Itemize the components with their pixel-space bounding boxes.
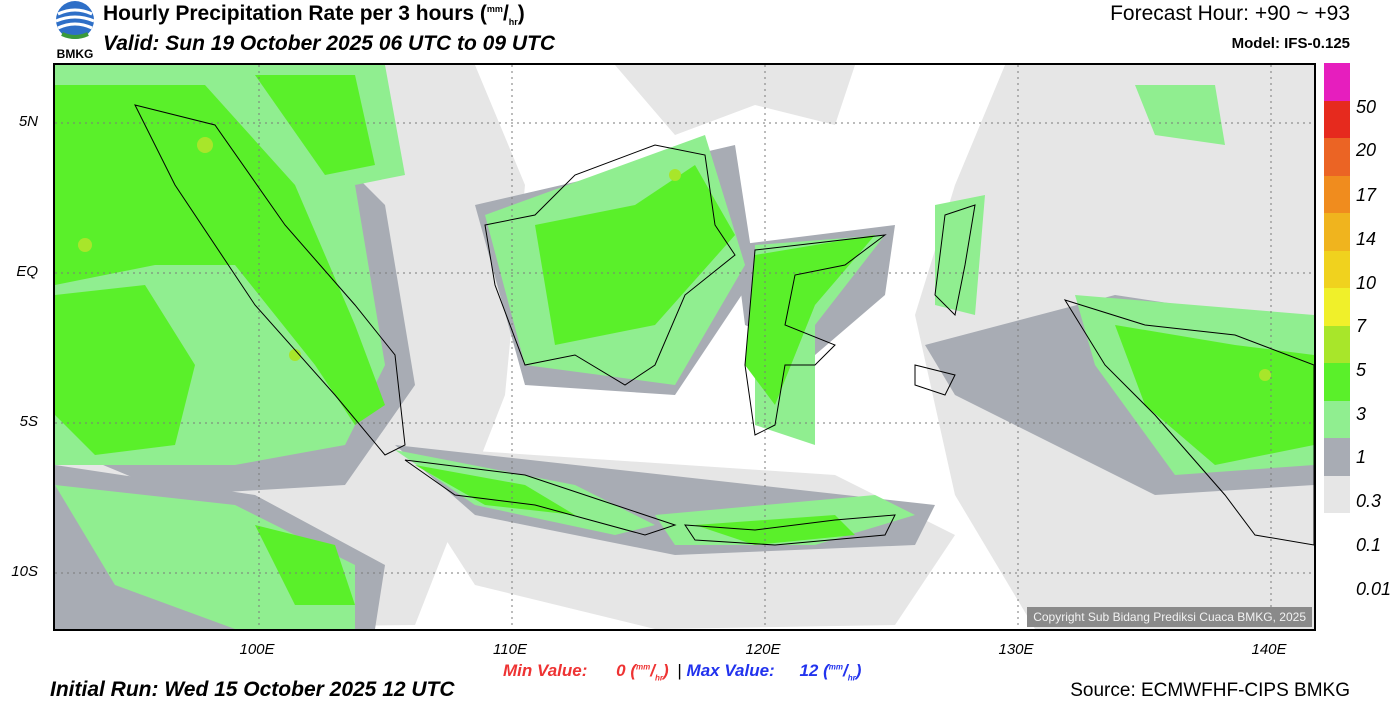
lon-label-110e: 110E [493, 641, 527, 658]
max-unit-den: hr [847, 673, 856, 683]
max-label: Max Value: [686, 661, 775, 680]
lat-label-10s: 10S [11, 563, 38, 580]
colorbar-swatch [1324, 288, 1350, 326]
colorbar-swatch [1324, 175, 1350, 213]
colorbar-label: 10 [1356, 273, 1377, 293]
title-unit-den: hr [508, 17, 518, 28]
colorbar-label: 3 [1356, 404, 1367, 424]
colorbar-label: 0.1 [1356, 535, 1382, 555]
initial-run: Initial Run: Wed 15 October 2025 12 UTC [50, 678, 455, 701]
lat-label-5n: 5N [18, 113, 38, 130]
colorbar-swatch [1324, 325, 1350, 363]
bmkg-logo: BMKG [50, 0, 100, 61]
colorbar-label: 20 [1356, 140, 1377, 160]
colorbar-swatch [1324, 100, 1350, 138]
title-text: Hourly Precipitation Rate per 3 hours [103, 2, 475, 25]
colorbar-label: 17 [1356, 185, 1377, 205]
high-precip-spots [78, 137, 1271, 381]
min-value: 0 [616, 661, 626, 680]
lat-label-eq: EQ [16, 263, 38, 280]
lon-label-120e: 120E [745, 641, 781, 658]
colorbar-label: 50 [1356, 97, 1377, 117]
min-max-values: Min Value: 0 (mm/hr) | Max Value: 12 (mm… [503, 661, 862, 683]
max-unit-num: mm [828, 662, 844, 672]
lat-label-5s: 5S [19, 413, 38, 430]
lon-label-100e: 100E [239, 641, 275, 658]
lon-label-130e: 130E [998, 641, 1034, 658]
valid-time: Valid: Sun 19 October 2025 06 UTC to 09 … [103, 32, 556, 55]
precipitation-map: Copyright Sub Bidang Prediksi Cuaca BMKG… [53, 63, 1316, 631]
source-label: Source: ECMWFHF-CIPS BMKG [1070, 680, 1350, 701]
chart-title: Hourly Precipitation Rate per 3 hours (m… [103, 2, 525, 28]
logo-text: BMKG [57, 47, 94, 60]
forecast-hour: Forecast Hour: +90 ~ +93 [1110, 2, 1350, 25]
colorbar-swatch [1324, 213, 1350, 251]
colorbar-label: 0.3 [1356, 491, 1382, 511]
coastlines [134, 104, 1314, 546]
graticule [55, 65, 1314, 629]
title-unit-num: mm [486, 4, 503, 14]
min-unit-den: hr [654, 673, 663, 683]
lon-label-140e: 140E [1251, 641, 1287, 658]
colorbar-swatch [1324, 250, 1350, 288]
separator: | [677, 661, 682, 680]
min-unit-num: mm [636, 662, 651, 672]
max-value: 12 [799, 661, 819, 680]
colorbar-swatch [1324, 138, 1350, 176]
colorbar-swatch [1324, 400, 1350, 438]
colorbar-label: 0.01 [1356, 579, 1392, 599]
colorbar-label: 7 [1356, 316, 1367, 336]
colorbar-label: 1 [1356, 447, 1367, 467]
colorbar-label: 14 [1356, 229, 1377, 249]
map-canvas [55, 65, 1314, 629]
colorbar-swatch [1324, 363, 1350, 401]
heavy-precip-areas [55, 75, 1314, 605]
colorbar-swatch [1324, 438, 1350, 476]
colorbar-swatch [1324, 475, 1350, 513]
model-label: Model: IFS-0.125 [1231, 35, 1350, 52]
min-label: Min Value: [503, 661, 588, 680]
copyright-notice: Copyright Sub Bidang Prediksi Cuaca BMKG… [1027, 607, 1312, 627]
colorbar [1324, 63, 1350, 513]
colorbar-swatch [1324, 63, 1350, 101]
colorbar-label: 5 [1356, 360, 1367, 380]
